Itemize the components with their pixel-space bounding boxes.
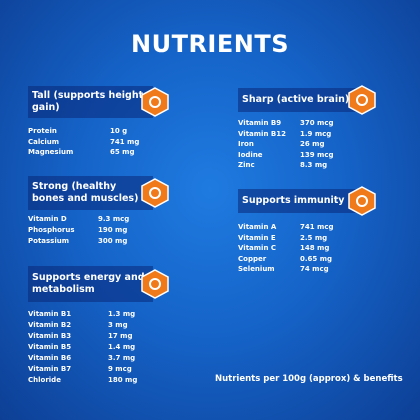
- nutrient-row: Vitamin E 2.5 mg: [238, 233, 360, 243]
- nutrient-name: Iodine: [238, 150, 263, 159]
- nutrient-row: Vitamin B1 1.3 mg: [28, 309, 153, 319]
- nutrient-row: Vitamin B5 1.4 mg: [28, 342, 153, 352]
- nutrient-amount: 3.7 mg: [108, 354, 136, 362]
- nutrient-row: Vitamin D 9.3 mcg: [28, 214, 153, 224]
- nutrient-amount: 741 mcg: [300, 223, 334, 231]
- nutrient-amount: 8.3 mg: [300, 161, 328, 169]
- nutrient-name: Zinc: [238, 161, 255, 169]
- nutrient-amount: 1.9 mcg: [300, 129, 332, 138]
- nutrient-amount: 9 mcg: [108, 365, 132, 373]
- nutrient-amount: 190 mg: [98, 226, 128, 234]
- nutrient-amount: 9.3 mcg: [98, 215, 130, 223]
- nutrient-row: Vitamin B9 370 mcg: [238, 118, 360, 128]
- nutrient-row: Chloride 180 mg: [28, 375, 153, 385]
- nutrient-name: Vitamin B5: [28, 343, 72, 351]
- nutrient-amount: 3 mg: [108, 321, 128, 329]
- section-heading: Strong (healthy bones and muscles): [28, 176, 153, 210]
- nutrient-name: Selenium: [238, 265, 275, 273]
- nutrient-name: Vitamin B7: [28, 365, 72, 373]
- section-heading: Supports immunity: [238, 189, 360, 213]
- nutrient-name: Vitamin B2: [28, 321, 72, 329]
- section-icon: [348, 186, 376, 216]
- nutrient-name: Vitamin B1: [28, 310, 72, 318]
- section-icon: [141, 269, 169, 299]
- nutrient-row: Vitamin B7 9 mcg: [28, 364, 153, 374]
- nutrient-amount: 26 mg: [300, 140, 325, 148]
- nutrient-amount: 2.5 mg: [300, 233, 328, 242]
- nutrient-row: Phosphorus 190 mg: [28, 225, 153, 235]
- nutrient-row: Zinc 8.3 mg: [238, 160, 360, 170]
- nutrient-amount: 65 mg: [110, 148, 135, 156]
- nutrient-row: Vitamin C 148 mg: [238, 243, 360, 253]
- nutrient-row: Vitamin B6 3.7 mg: [28, 353, 153, 363]
- section-icon: [141, 87, 169, 117]
- nutrient-amount: 148 mg: [300, 244, 330, 252]
- nutrient-row: Magnesium 65 mg: [28, 147, 153, 157]
- section-heading: Sharp (active brain): [238, 88, 360, 112]
- nutrient-name: Vitamin E: [238, 233, 276, 242]
- nutrient-amount: 300 mg: [98, 237, 128, 245]
- nutrient-amount: 1.3 mg: [108, 310, 136, 318]
- nutrient-name: Potassium: [28, 237, 70, 245]
- footer-note: Nutrients per 100g (approx) & benefits: [215, 374, 403, 384]
- section-heading: Supports energy and metabolism: [28, 266, 153, 302]
- nutrient-row: Potassium 300 mg: [28, 236, 153, 246]
- nutrient-name: Vitamin C: [238, 244, 277, 252]
- nutrient-amount: 0.65 mg: [300, 254, 333, 263]
- nutrient-row: Vitamin A 741 mcg: [238, 222, 360, 232]
- nutrient-row: Calcium 741 mg: [28, 137, 153, 147]
- nutrient-name: Chloride: [28, 376, 61, 384]
- nutrient-name: Vitamin B12: [238, 129, 286, 138]
- nutrient-amount: 741 mg: [110, 137, 140, 146]
- section-heading: Tall (supports height gain): [28, 86, 153, 118]
- nutrient-name: Vitamin B3: [28, 332, 72, 340]
- nutrient-amount: 74 mcg: [300, 265, 329, 273]
- nutrient-name: Magnesium: [28, 148, 74, 156]
- nutrient-row: Copper 0.65 mg: [238, 254, 360, 264]
- section-icon: [348, 85, 376, 115]
- nutrient-amount: 370 mcg: [300, 119, 334, 127]
- nutrient-name: Vitamin B9: [238, 119, 282, 127]
- nutrient-row: Vitamin B2 3 mg: [28, 320, 153, 330]
- nutrient-name: Copper: [238, 254, 267, 263]
- nutrient-name: Iron: [238, 140, 254, 148]
- nutrient-name: Protein: [28, 127, 57, 135]
- nutrient-amount: 139 mcg: [300, 150, 334, 159]
- nutrient-name: Phosphorus: [28, 226, 75, 234]
- nutrient-row: Vitamin B12 1.9 mcg: [238, 129, 360, 139]
- nutrient-row: Vitamin B3 17 mg: [28, 331, 153, 341]
- nutrient-row: Iron 26 mg: [238, 139, 360, 149]
- nutrient-name: Calcium: [28, 137, 60, 146]
- nutrient-amount: 180 mg: [108, 376, 138, 384]
- nutrient-name: Vitamin A: [238, 223, 277, 231]
- nutrient-amount: 10 g: [110, 127, 128, 135]
- nutrient-amount: 1.4 mg: [108, 343, 136, 351]
- nutrient-name: Vitamin B6: [28, 354, 72, 362]
- nutrient-row: Iodine 139 mcg: [238, 150, 360, 160]
- nutrient-name: Vitamin D: [28, 215, 67, 223]
- nutrient-amount: 17 mg: [108, 332, 133, 340]
- section-icon: [141, 178, 169, 208]
- nutrient-row: Protein 10 g: [28, 126, 153, 136]
- title: NUTRIENTS: [131, 30, 289, 58]
- nutrient-row: Selenium 74 mcg: [238, 264, 360, 274]
